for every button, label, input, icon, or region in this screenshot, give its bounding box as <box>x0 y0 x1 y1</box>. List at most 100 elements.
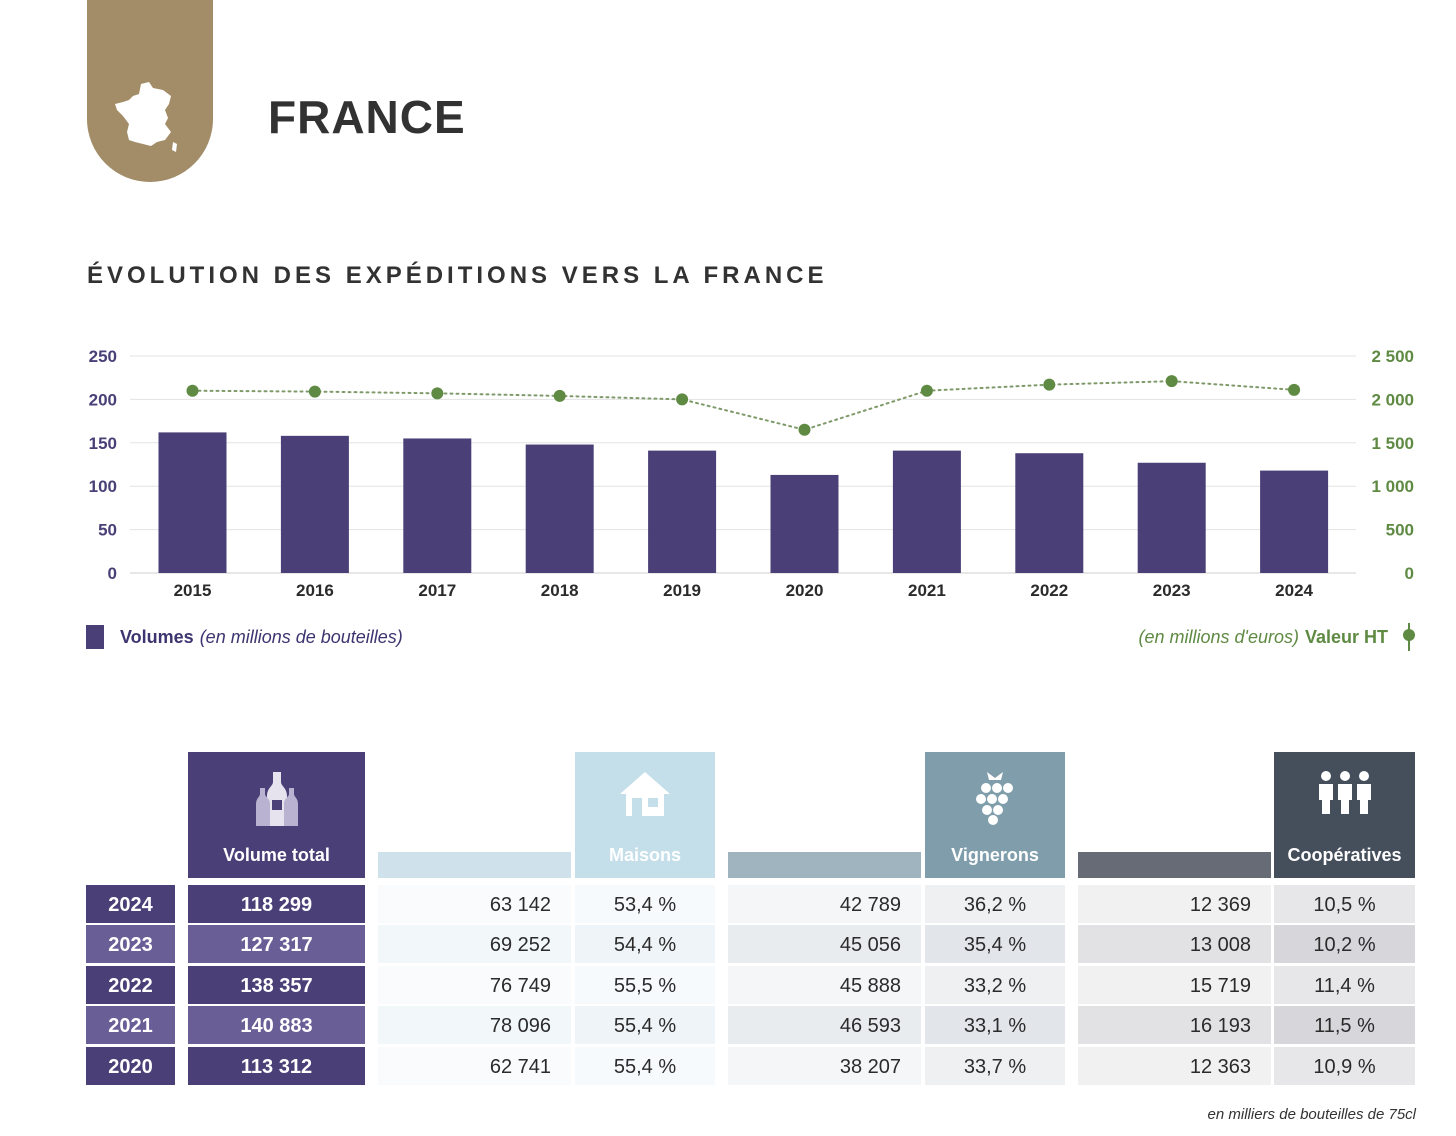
value-point <box>1288 383 1301 396</box>
year-cell: 2022 <box>86 965 175 1004</box>
bar <box>770 474 839 573</box>
maisons-count-cell: 69 252 <box>378 925 571 964</box>
bar <box>158 432 227 573</box>
header-maisons: Maisons <box>575 752 715 878</box>
volume-total-cell: 140 883 <box>188 1006 365 1045</box>
y-left-tick-label: 150 <box>89 434 117 453</box>
vignerons-pct-cell: 36,2 % <box>925 885 1065 923</box>
maisons-count-cell: 63 142 <box>378 885 571 923</box>
legend-value-unit: (en millions d'euros) <box>1138 626 1299 647</box>
page-title: FRANCE <box>268 91 466 143</box>
x-tick-label: 2020 <box>786 581 824 600</box>
bar <box>892 450 961 573</box>
x-tick-label: 2023 <box>1153 581 1191 600</box>
volume-total-cell: 118 299 <box>188 885 365 923</box>
y-right-tick-label: 1 000 <box>1371 477 1414 496</box>
year-cell: 2021 <box>86 1006 175 1045</box>
vignerons-count-cell: 45 056 <box>728 925 921 964</box>
vignerons-pct-cell: 33,1 % <box>925 1006 1065 1045</box>
maisons-count-cell: 78 096 <box>378 1006 571 1045</box>
y-right-tick-label: 0 <box>1405 564 1414 583</box>
legend-value: (en millions d'euros) Valeur HT <box>1138 623 1416 651</box>
champagne-bottles-icon <box>255 772 298 826</box>
value-line-path <box>191 380 1296 431</box>
y-left-tick-label: 200 <box>89 390 117 409</box>
x-tick-label: 2024 <box>1275 581 1313 600</box>
legend-marker-icon <box>1403 623 1415 651</box>
x-axis: 2015 2016 2017 2018 2019 2020 2021 2022 2023 2024 <box>174 581 1314 600</box>
volume-total-cell: 113 312 <box>188 1046 365 1085</box>
volume-bars <box>158 432 1329 573</box>
maisons-count-cell: 62 741 <box>378 1046 571 1085</box>
bar <box>525 444 594 573</box>
y-right-tick-label: 2 000 <box>1371 390 1414 409</box>
y-left-tick-label: 250 <box>89 347 117 366</box>
header-vignerons-label: Vignerons <box>951 845 1039 865</box>
x-tick-label: 2022 <box>1030 581 1068 600</box>
y-right-tick-label: 500 <box>1386 521 1414 540</box>
section-title: ÉVOLUTION DES EXPÉDITIONS VERS LA FRANCE <box>87 262 828 289</box>
y-axis-left: 0 50 100 150 200 250 <box>89 347 117 583</box>
cooperatives-pct-cell: 11,4 % <box>1274 965 1415 1004</box>
maisons-pct-cell: 53,4 % <box>575 885 715 923</box>
maisons-pct-cell: 55,5 % <box>575 965 715 1004</box>
volume-total-cell: 127 317 <box>188 925 365 964</box>
cooperatives-pct-cell: 10,2 % <box>1274 925 1415 964</box>
maisons-count-cell: 76 749 <box>378 965 571 1004</box>
cooperatives-pct-cell: 10,9 % <box>1274 1046 1415 1085</box>
maisons-pct-cell: 55,4 % <box>575 1006 715 1045</box>
header-cooperatives-label: Coopératives <box>1287 845 1402 865</box>
bar <box>1137 462 1206 573</box>
year-cell: 2024 <box>86 885 175 923</box>
value-point <box>676 393 689 406</box>
volume-total-cell: 138 357 <box>188 965 365 1004</box>
vignerons-count-strip <box>728 852 921 878</box>
grapes-icon <box>976 772 1013 825</box>
cooperatives-count-cell: 13 008 <box>1078 925 1271 964</box>
bar <box>1260 470 1329 573</box>
value-point <box>308 385 321 398</box>
vignerons-count-cell: 38 207 <box>728 1046 921 1085</box>
vignerons-pct-cell: 35,4 % <box>925 925 1065 964</box>
header-vignerons: Vignerons <box>925 752 1065 878</box>
value-point <box>1043 378 1056 391</box>
cooperatives-pct-cell: 10,5 % <box>1274 885 1415 923</box>
people-icon <box>1318 771 1371 814</box>
maisons-pct-cell: 54,4 % <box>575 925 715 964</box>
legend-swatch-volumes <box>86 625 104 649</box>
cooperatives-count-cell: 12 369 <box>1078 885 1271 923</box>
x-tick-label: 2017 <box>418 581 456 600</box>
legend-volumes-label: Volumes <box>120 626 194 647</box>
y-left-tick-label: 100 <box>89 477 117 496</box>
bar <box>1015 453 1084 573</box>
y-right-tick-label: 1 500 <box>1371 434 1414 453</box>
header-volume-total: Volume total <box>188 752 365 878</box>
value-point <box>798 423 811 436</box>
x-tick-label: 2018 <box>541 581 579 600</box>
y-right-tick-label: 2 500 <box>1371 347 1414 366</box>
cooperatives-count-cell: 16 193 <box>1078 1006 1271 1045</box>
bar <box>280 435 349 573</box>
legend-volumes-unit: (en millions de bouteilles) <box>199 626 403 647</box>
header-volume-label: Volume total <box>223 845 330 865</box>
value-point <box>920 384 933 397</box>
maisons-pct-cell: 55,4 % <box>575 1046 715 1085</box>
y-axis-right: 0 500 1 000 1 500 2 000 2 500 <box>1371 347 1414 583</box>
house-icon <box>620 772 670 816</box>
vignerons-pct-cell: 33,7 % <box>925 1046 1065 1085</box>
header-maisons-label: Maisons <box>608 845 682 865</box>
header-cooperatives: Coopératives <box>1274 752 1415 878</box>
year-cell: 2020 <box>86 1046 175 1085</box>
maisons-count-strip <box>378 852 571 878</box>
country-tab <box>87 0 213 182</box>
combo-chart: 0 50 100 150 200 250 0 500 1 000 1 500 2 000 2 500… <box>89 347 1414 600</box>
cooperatives-pct-cell: 11,5 % <box>1274 1006 1415 1045</box>
france-map-icon <box>115 82 177 152</box>
y-left-tick-label: 0 <box>108 564 117 583</box>
year-cell: 2023 <box>86 925 175 964</box>
cooperatives-count-strip <box>1078 852 1271 878</box>
value-line <box>186 375 1301 436</box>
y-left-tick-label: 50 <box>98 521 117 540</box>
value-point <box>431 387 444 400</box>
cooperatives-count-cell: 15 719 <box>1078 965 1271 1004</box>
